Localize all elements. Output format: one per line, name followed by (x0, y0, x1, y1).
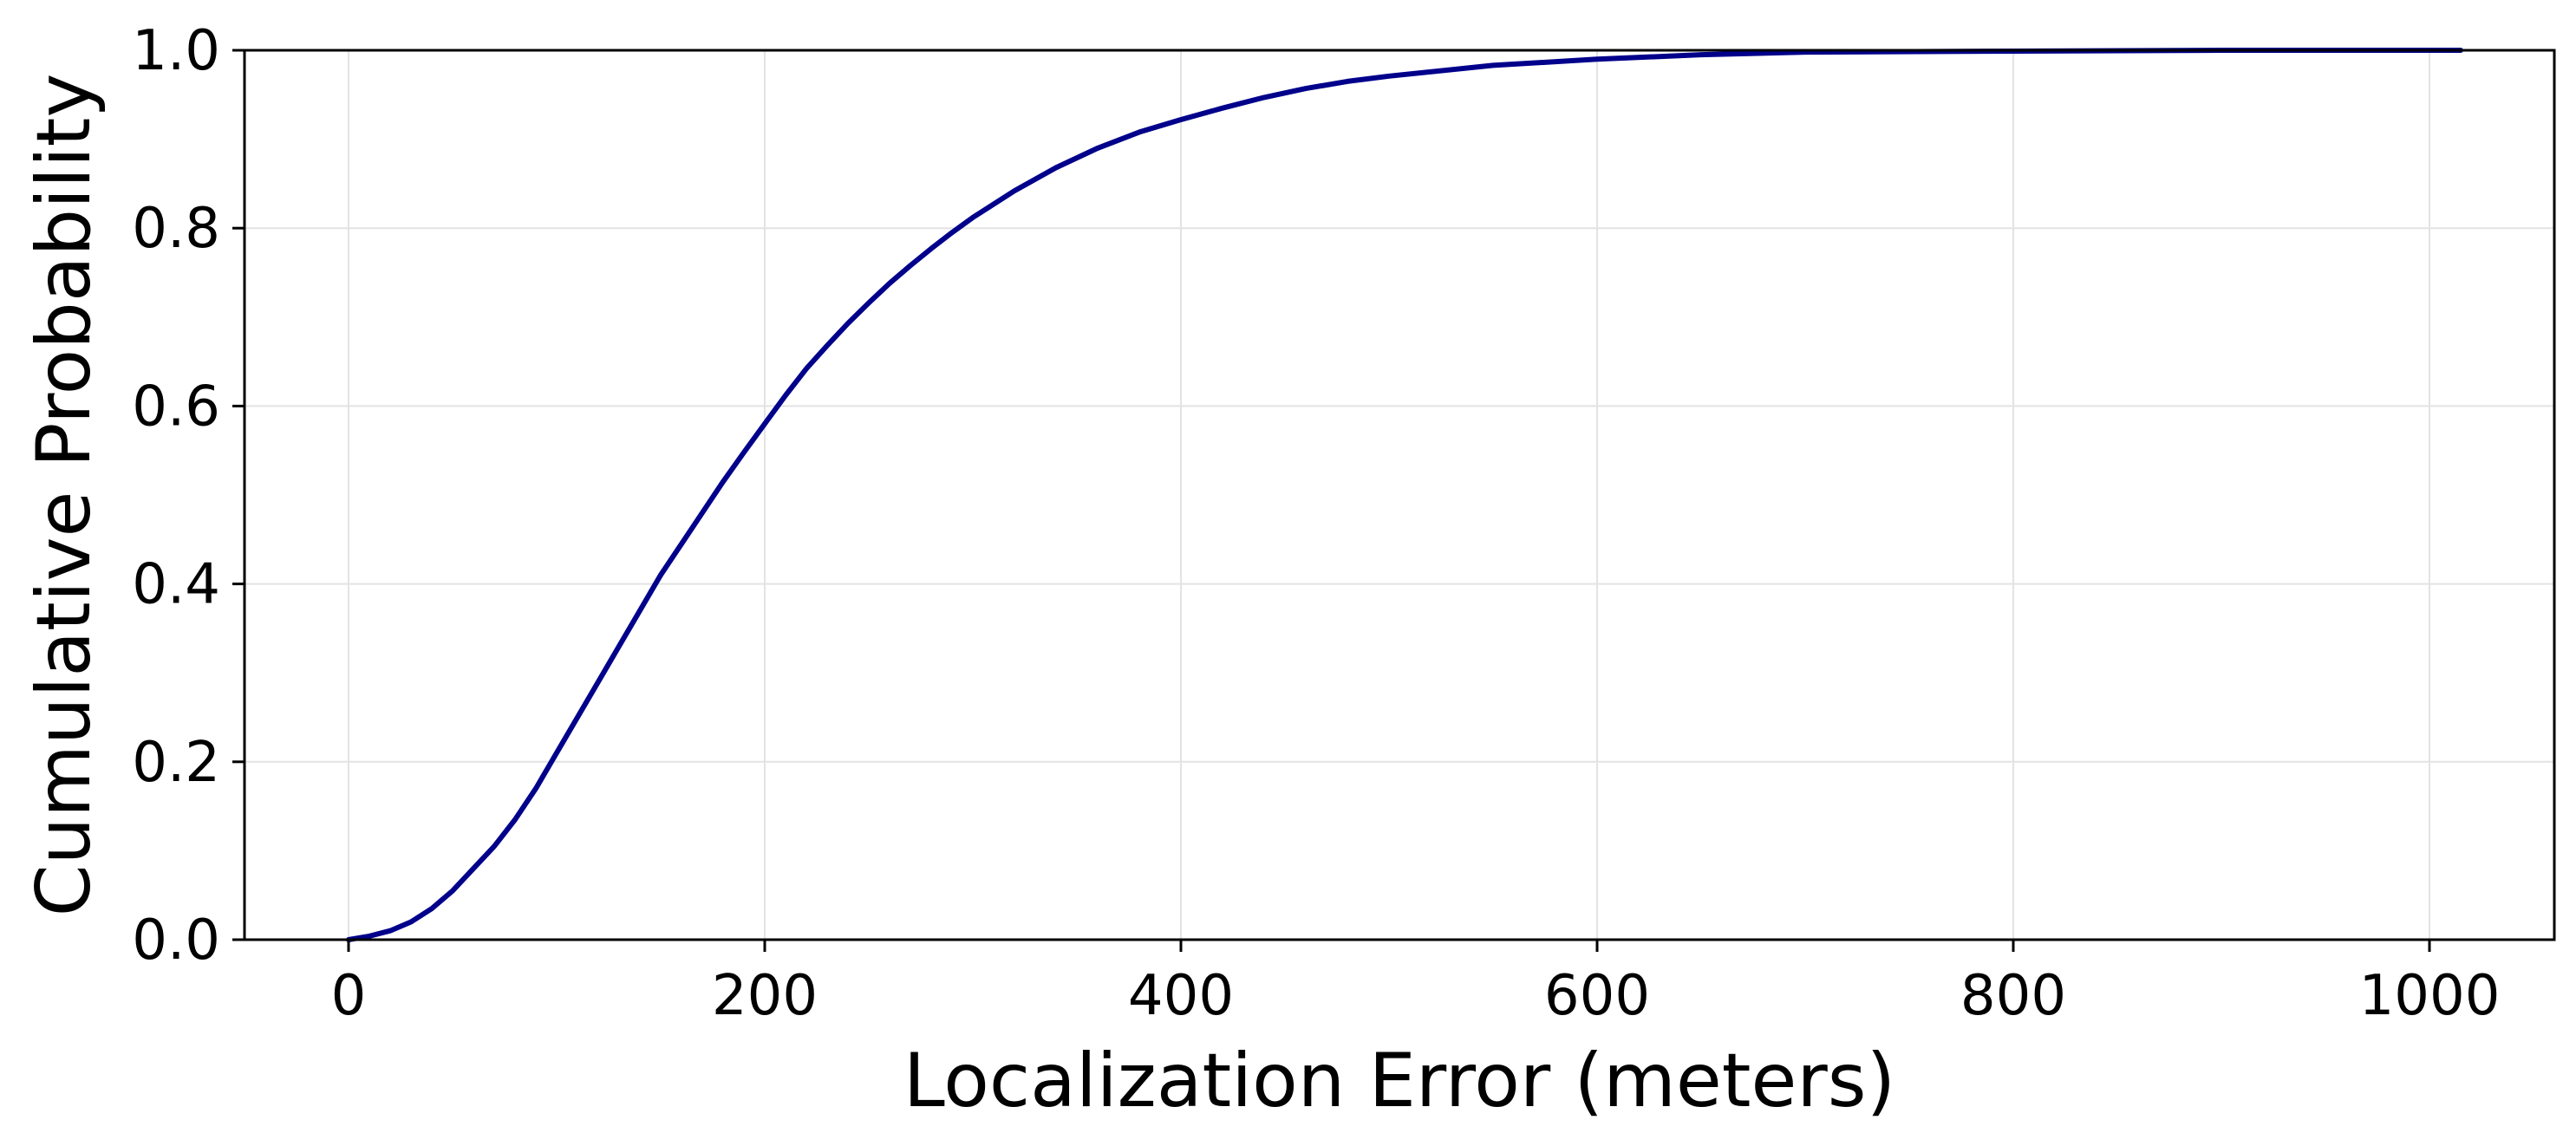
series-line-cdf (346, 48, 2463, 942)
plot-frame (243, 49, 2556, 941)
y-tick-label: 0.0 (132, 908, 220, 973)
x-tick-label: 800 (1960, 964, 2066, 1028)
ticks: 0 200 400 600 800 1000 0.0 0.2 0.4 0.6 0.8 1.0 (132, 19, 2500, 1028)
y-axis-title: Cumulative Probability (21, 74, 108, 917)
x-tick-label: 1000 (2359, 964, 2501, 1028)
y-tick-label: 0.4 (132, 553, 220, 617)
x-axis-title: Localization Error (meters) (903, 1038, 1895, 1124)
x-tick-label: 0 (331, 964, 367, 1028)
y-tick-label: 1.0 (132, 19, 220, 83)
y-tick-label: 0.8 (132, 197, 220, 261)
series-layer (346, 48, 2463, 942)
y-tick-label: 0.6 (132, 374, 220, 439)
x-tick-label: 200 (712, 964, 818, 1028)
y-tick-label: 0.2 (132, 731, 220, 795)
x-tick-label: 600 (1544, 964, 1650, 1028)
x-tick-label: 400 (1128, 964, 1234, 1028)
